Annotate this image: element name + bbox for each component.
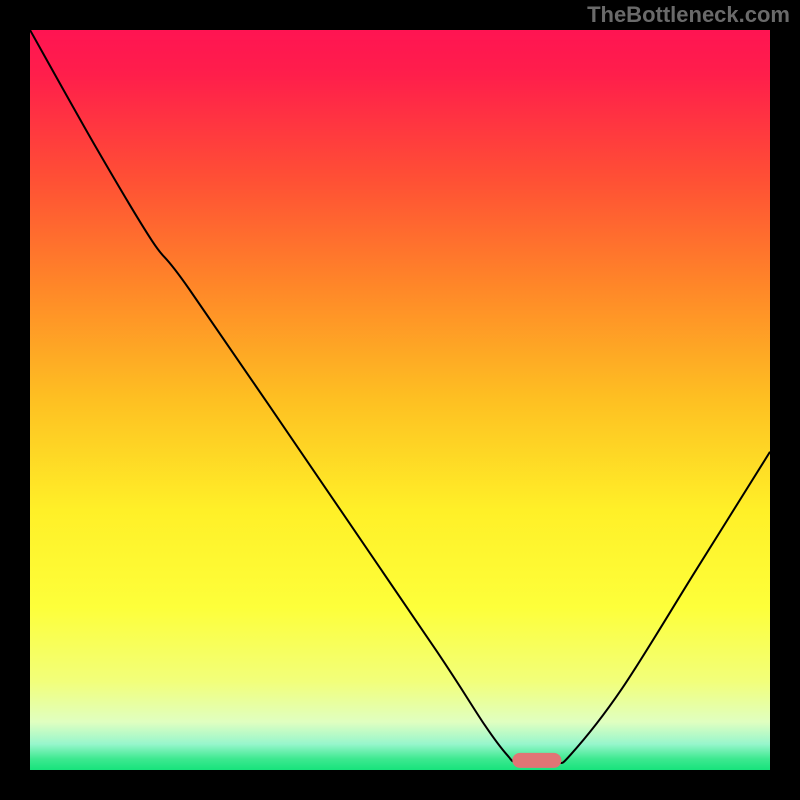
gradient-background [30, 30, 770, 770]
flat-region-marker [513, 753, 561, 767]
watermark-text: TheBottleneck.com [587, 2, 790, 28]
chart-svg [30, 30, 770, 770]
plot-area [30, 30, 770, 770]
chart-container: TheBottleneck.com [0, 0, 800, 800]
